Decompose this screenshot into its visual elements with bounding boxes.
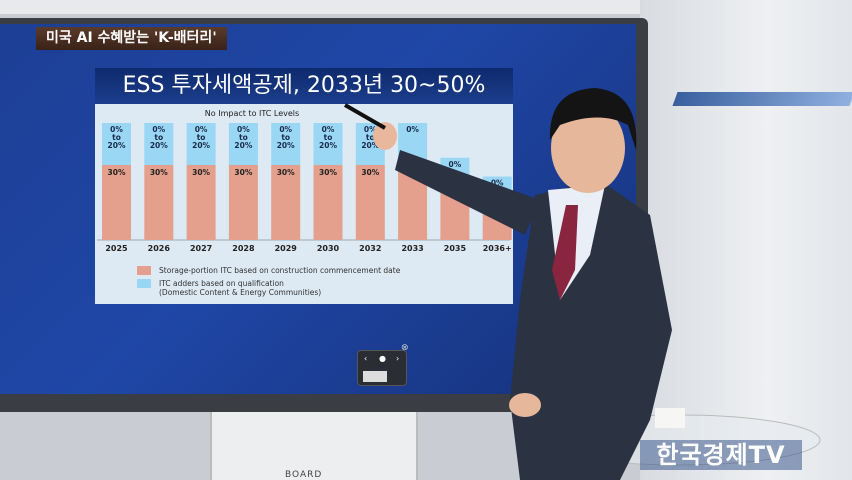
bar-label-storage: 30% [361, 168, 379, 177]
studio-ceiling [0, 0, 852, 14]
raised-arm [395, 150, 540, 235]
bar-itc-adders [186, 123, 216, 165]
person-icon[interactable]: ● [379, 354, 386, 363]
bar-storage-itc [313, 165, 343, 240]
bar-label-adders: to [324, 133, 333, 142]
bar-itc-adders [228, 123, 258, 165]
bar-label-storage: 30% [234, 168, 252, 177]
news-caption: 미국 AI 수혜받는 'K-배터리' [36, 27, 227, 50]
screen-stand [210, 412, 418, 480]
bar-storage-itc [186, 165, 216, 240]
control-display [363, 371, 387, 382]
bar-itc-adders [271, 123, 301, 165]
chart-subtitle: No Impact to ITC Levels [204, 109, 300, 118]
screen-control-widget[interactable]: ‹ ● › [357, 350, 407, 386]
bar-label-adders: 0% [195, 125, 208, 134]
suit-jacket [510, 180, 672, 480]
bar-label-adders: 0% [110, 125, 123, 134]
bar-label-adders: 0% [406, 125, 419, 134]
bar-label-adders: 0% [322, 125, 335, 134]
pointer-pen [344, 103, 386, 130]
bar-label-adders: 0% [449, 160, 462, 169]
x-tick-label: 2025 [105, 244, 128, 253]
bar-itc-adders [313, 123, 343, 165]
bar-label-adders: to [154, 133, 163, 142]
legend-item-adders: ITC adders based on qualification (Domes… [137, 279, 321, 297]
bar-label-storage: 30% [319, 168, 337, 177]
bar-label-adders: 0% [491, 179, 504, 188]
bar-label-storage: 30% [277, 168, 295, 177]
cup [655, 408, 685, 428]
necktie [552, 205, 578, 300]
bar-label-adders: 20% [234, 141, 252, 150]
x-tick-label: 2030 [317, 244, 340, 253]
bar-label-adders: 0% [364, 125, 377, 134]
bar-label-adders: 20% [108, 141, 126, 150]
bar-storage-itc [144, 165, 174, 240]
bar-storage-itc [102, 165, 131, 240]
chevron-right-icon[interactable]: › [396, 354, 400, 363]
bar-label-adders: 20% [277, 141, 295, 150]
legend-swatch [137, 279, 151, 288]
bar-storage-itc [228, 165, 258, 240]
bar-storage-itc [355, 165, 385, 240]
x-tick-label: 2032 [359, 244, 381, 253]
x-tick-label: 2033 [401, 244, 423, 253]
legend-label: ITC adders based on qualification [159, 279, 284, 288]
legend-swatch [137, 266, 151, 275]
bar-itc-adders [144, 123, 174, 165]
chevron-left-icon[interactable]: ‹ [364, 354, 368, 363]
hand [373, 122, 397, 150]
legend-label: Storage-portion ITC based on constructio… [159, 266, 401, 275]
x-tick-label: 2027 [190, 244, 212, 253]
x-tick-label: 2036+ [483, 244, 512, 253]
bar-storage-itc [271, 165, 301, 240]
bar-label-adders: to [281, 133, 290, 142]
bar-label-storage: 30% [150, 168, 168, 177]
bar-label-adders: 0% [237, 125, 250, 134]
bar-label-storage: 30% [192, 168, 210, 177]
legend-item-storage: Storage-portion ITC based on constructio… [137, 266, 400, 275]
bar-label-storage: 30% [108, 168, 126, 177]
face [551, 103, 625, 193]
bar-label-adders: 20% [361, 141, 379, 150]
bar-label-adders: to [112, 133, 121, 142]
studio-wall [640, 0, 852, 480]
stand-label: BOARD [285, 470, 323, 480]
bar-label-adders: to [197, 133, 206, 142]
bar-label-adders: 20% [192, 141, 210, 150]
bar-label-adders: 0% [279, 125, 292, 134]
left-hand [509, 393, 541, 417]
legend-label-sub: (Domestic Content & Energy Communities) [159, 288, 322, 297]
x-tick-label: 2026 [148, 244, 171, 253]
close-icon[interactable]: ⊗ [401, 343, 409, 353]
x-tick-label: 2029 [275, 244, 298, 253]
bar-label-adders: to [366, 133, 375, 142]
bar-label-adders: to [239, 133, 248, 142]
hair [549, 88, 637, 150]
bar-itc-adders [102, 123, 131, 165]
bar-label-adders: 20% [319, 141, 337, 150]
bar-label-adders: 20% [150, 141, 168, 150]
broadcaster-logo: 한국경제TV [640, 440, 802, 470]
slide-title: ESS 투자세액공제, 2033년 30~50% [95, 68, 513, 104]
x-tick-label: 2028 [232, 244, 255, 253]
x-tick-label: 2035 [444, 244, 467, 253]
bar-label-adders: 0% [152, 125, 165, 134]
